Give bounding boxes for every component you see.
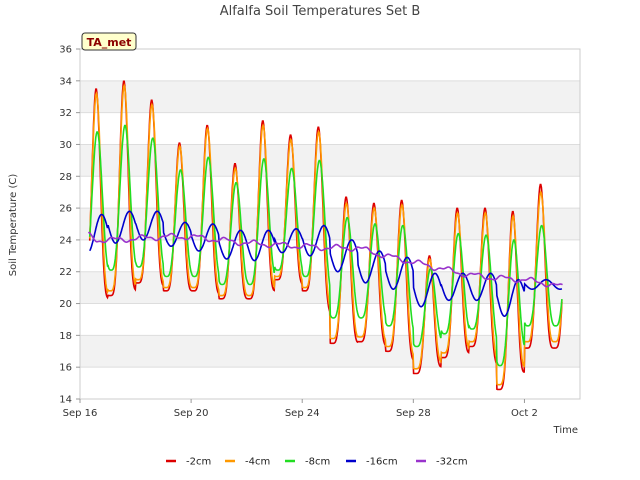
y-tick-label: 24	[59, 235, 72, 246]
x-tick-label: Sep 28	[396, 408, 431, 419]
legend-label: -4cm	[245, 457, 270, 468]
background-band	[80, 144, 580, 177]
y-tick-label: 28	[59, 172, 72, 183]
series-line-4cm	[88, 83, 563, 386]
x-axis-label: Time	[553, 425, 578, 436]
background-band	[80, 112, 580, 145]
y-tick-label: 36	[59, 45, 72, 56]
badge-box	[81, 32, 137, 51]
series-line-16cm	[88, 210, 563, 317]
legend-label: -16cm	[366, 457, 398, 468]
x-tick-label: Sep 20	[174, 408, 209, 419]
series-line-8cm	[88, 124, 563, 367]
y-axis-label: Soil Temperature (C)	[8, 174, 19, 277]
x-axis-ticks: Sep 16 Sep 20 Sep 24 Sep 28 Oct 2	[63, 399, 538, 419]
background-band	[80, 80, 580, 113]
plot-frame	[79, 48, 581, 400]
series-line-32cm	[87, 231, 563, 288]
badge-label: TA_met	[87, 36, 132, 49]
legend-label: -8cm	[305, 457, 330, 468]
y-tick-label: 18	[59, 331, 72, 342]
y-tick-label: 32	[59, 108, 72, 119]
legend: -2cm -4cm -8cm -16cm -32cm	[166, 457, 468, 468]
background-band	[80, 49, 580, 81]
y-axis-ticks: 14 16 18 20 22 24 26 28 30 32 34 36	[59, 45, 80, 406]
y-tick-label: 14	[59, 395, 72, 406]
y-tick-label: 20	[59, 299, 72, 310]
y-tick-label: 34	[59, 76, 72, 87]
legend-label: -32cm	[436, 457, 468, 468]
y-tick-label: 26	[59, 204, 72, 215]
x-tick-label: Sep 16	[63, 408, 98, 419]
background-band	[80, 176, 580, 209]
x-tick-label: Oct 2	[511, 408, 538, 419]
y-tick-label: 22	[59, 267, 72, 278]
chart-title: Alfalfa Soil Temperatures Set B	[220, 4, 421, 19]
y-tick-label: 30	[59, 140, 72, 151]
legend-label: -2cm	[186, 457, 211, 468]
y-tick-label: 16	[59, 363, 72, 374]
ta-met-badge: TA_met	[81, 32, 137, 51]
x-tick-label: Sep 24	[285, 408, 320, 419]
series-layer	[87, 80, 563, 391]
